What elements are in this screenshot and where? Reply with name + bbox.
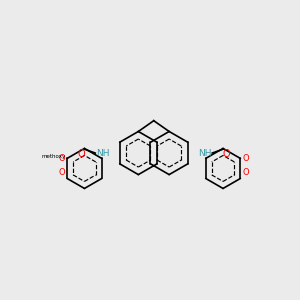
Text: O: O: [243, 154, 250, 163]
Text: O: O: [78, 149, 85, 159]
Text: O: O: [58, 168, 65, 177]
Text: NH: NH: [198, 148, 211, 158]
Text: NH: NH: [96, 148, 110, 158]
Text: methoxy: methoxy: [41, 154, 66, 159]
Text: O: O: [222, 149, 230, 159]
Text: O: O: [243, 168, 250, 177]
Text: O: O: [58, 154, 65, 163]
